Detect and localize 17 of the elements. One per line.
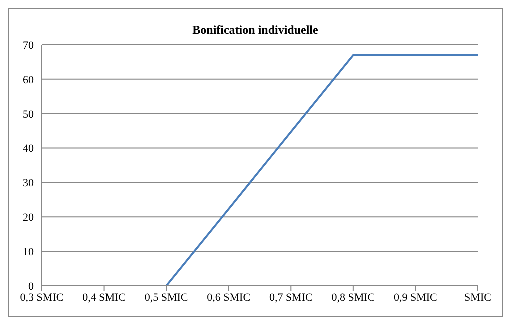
- y-tick-label: 40: [23, 143, 34, 156]
- x-tick-label: 0,6 SMIC: [207, 292, 251, 304]
- y-tick-label: 10: [23, 246, 34, 258]
- x-tick-label: 0,5 SMIC: [144, 292, 188, 304]
- x-tick-label: 0,7 SMIC: [269, 292, 313, 304]
- x-tick-label: 0,4 SMIC: [82, 292, 126, 304]
- y-tick-label: 70: [23, 40, 34, 52]
- y-tick-label: 20: [23, 212, 34, 224]
- chart-title: Bonification individuelle: [192, 23, 320, 38]
- x-tick-label: 0,9 SMIC: [394, 292, 438, 304]
- x-tick-label: SMIC: [464, 292, 492, 304]
- y-tick-label: 60: [23, 74, 34, 86]
- y-tick-label: 0: [28, 280, 34, 293]
- x-tick-label: 0,3 SMIC: [20, 292, 64, 304]
- x-tick-label: 0,8 SMIC: [332, 292, 376, 304]
- y-tick-label: 50: [23, 108, 34, 121]
- y-tick-label: 30: [23, 178, 34, 190]
